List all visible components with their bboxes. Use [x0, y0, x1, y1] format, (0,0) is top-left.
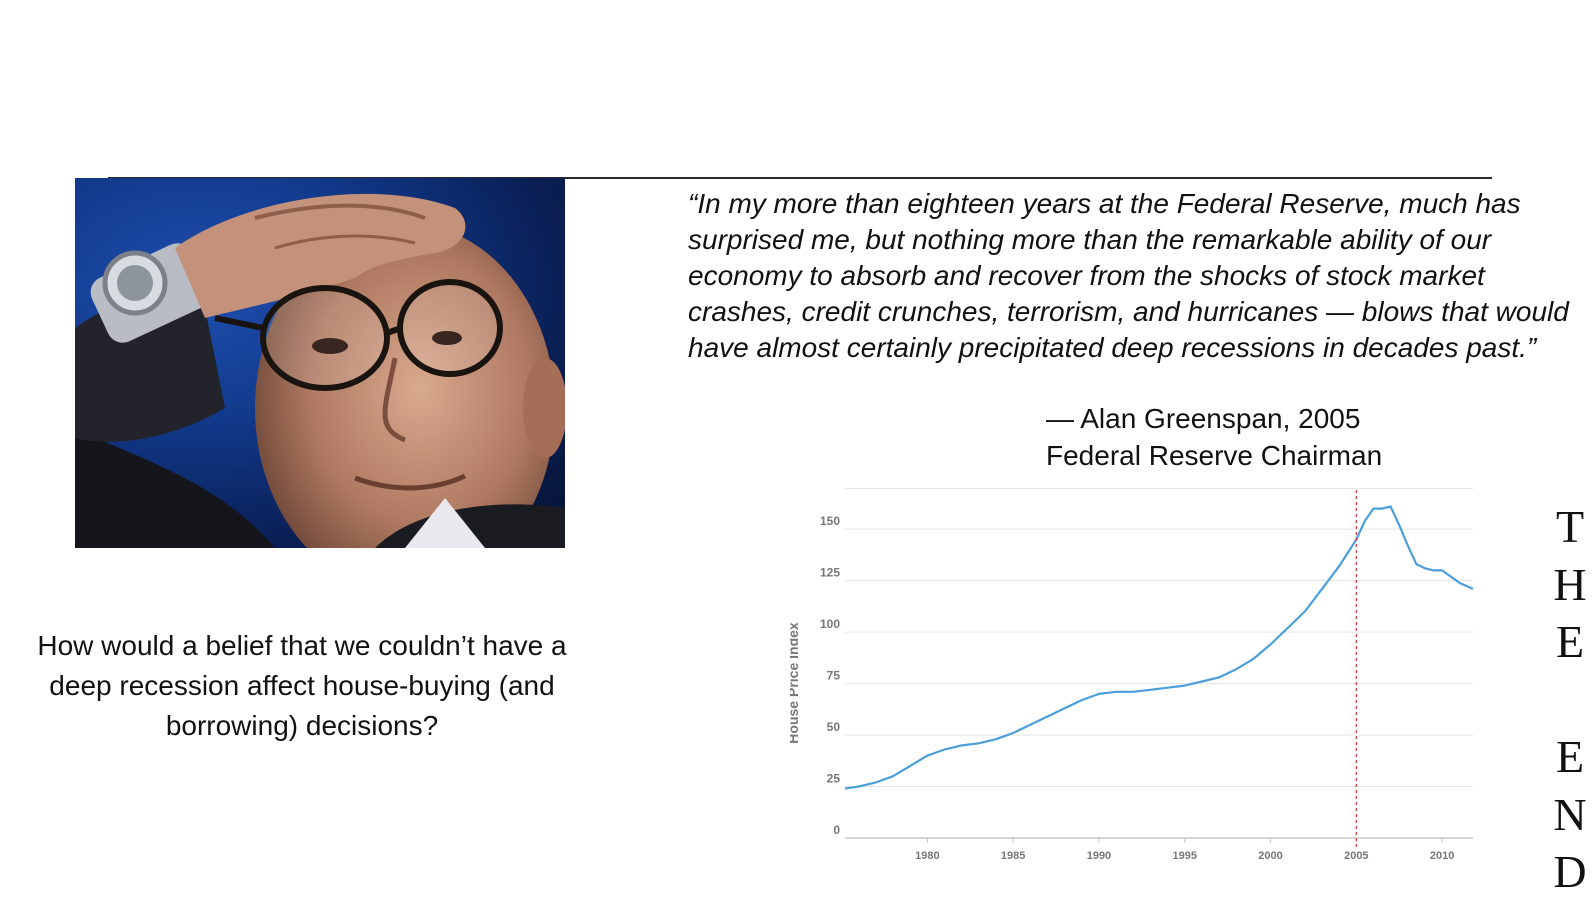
y-tick-label: 0	[833, 823, 840, 837]
title-rule	[108, 177, 1492, 179]
x-tick-label: 1985	[1001, 850, 1025, 862]
y-tick-label: 50	[827, 720, 841, 734]
quote-text: “In my more than eighteen years at the F…	[688, 188, 1569, 363]
y-tick-label: 100	[820, 617, 840, 631]
y-tick-label: 125	[820, 566, 840, 580]
quote-attribution: — Alan Greenspan, 2005 Federal Reserve C…	[1046, 400, 1382, 474]
greenspan-photo	[75, 178, 565, 548]
y-tick-label: 25	[827, 772, 841, 786]
x-tick-label: 2005	[1344, 850, 1368, 862]
the-end-letter: E	[1555, 731, 1585, 782]
y-tick-label: 150	[820, 514, 840, 528]
x-tick-label: 1980	[915, 850, 939, 862]
x-tick-label: 1995	[1172, 850, 1196, 862]
attribution-name: — Alan Greenspan, 2005	[1046, 403, 1361, 434]
the-end-letter	[1540, 671, 1594, 729]
the-end-letter: T	[1555, 501, 1585, 552]
attribution-title: Federal Reserve Chairman	[1046, 440, 1383, 471]
house-price-chart: 0 25 50 75 100 125 150 1980 1985 1990 1995 2000 2005…	[785, 488, 1510, 900]
greenspan-quote: “In my more than eighteen years at the F…	[688, 186, 1588, 366]
discussion-question: How would a belief that we couldn’t have…	[37, 630, 567, 741]
x-tick-label: 2010	[1430, 850, 1454, 862]
x-tick-label: 2000	[1258, 850, 1282, 862]
the-end-letter: D	[1553, 846, 1587, 897]
the-end-letter: E	[1555, 616, 1585, 667]
y-axis-label: House Price Index	[790, 622, 801, 744]
the-end-letter: H	[1553, 558, 1587, 610]
house-price-chart-svg: 0 25 50 75 100 125 150 1980 1985 1990 1995 2000 2005…	[785, 488, 1474, 862]
the-end-letter: N	[1553, 788, 1587, 840]
house-price-series-line	[844, 505, 1474, 790]
portrait-illustration	[75, 193, 565, 548]
x-tick-label: 1990	[1087, 850, 1111, 862]
y-tick-label: 75	[827, 669, 841, 683]
